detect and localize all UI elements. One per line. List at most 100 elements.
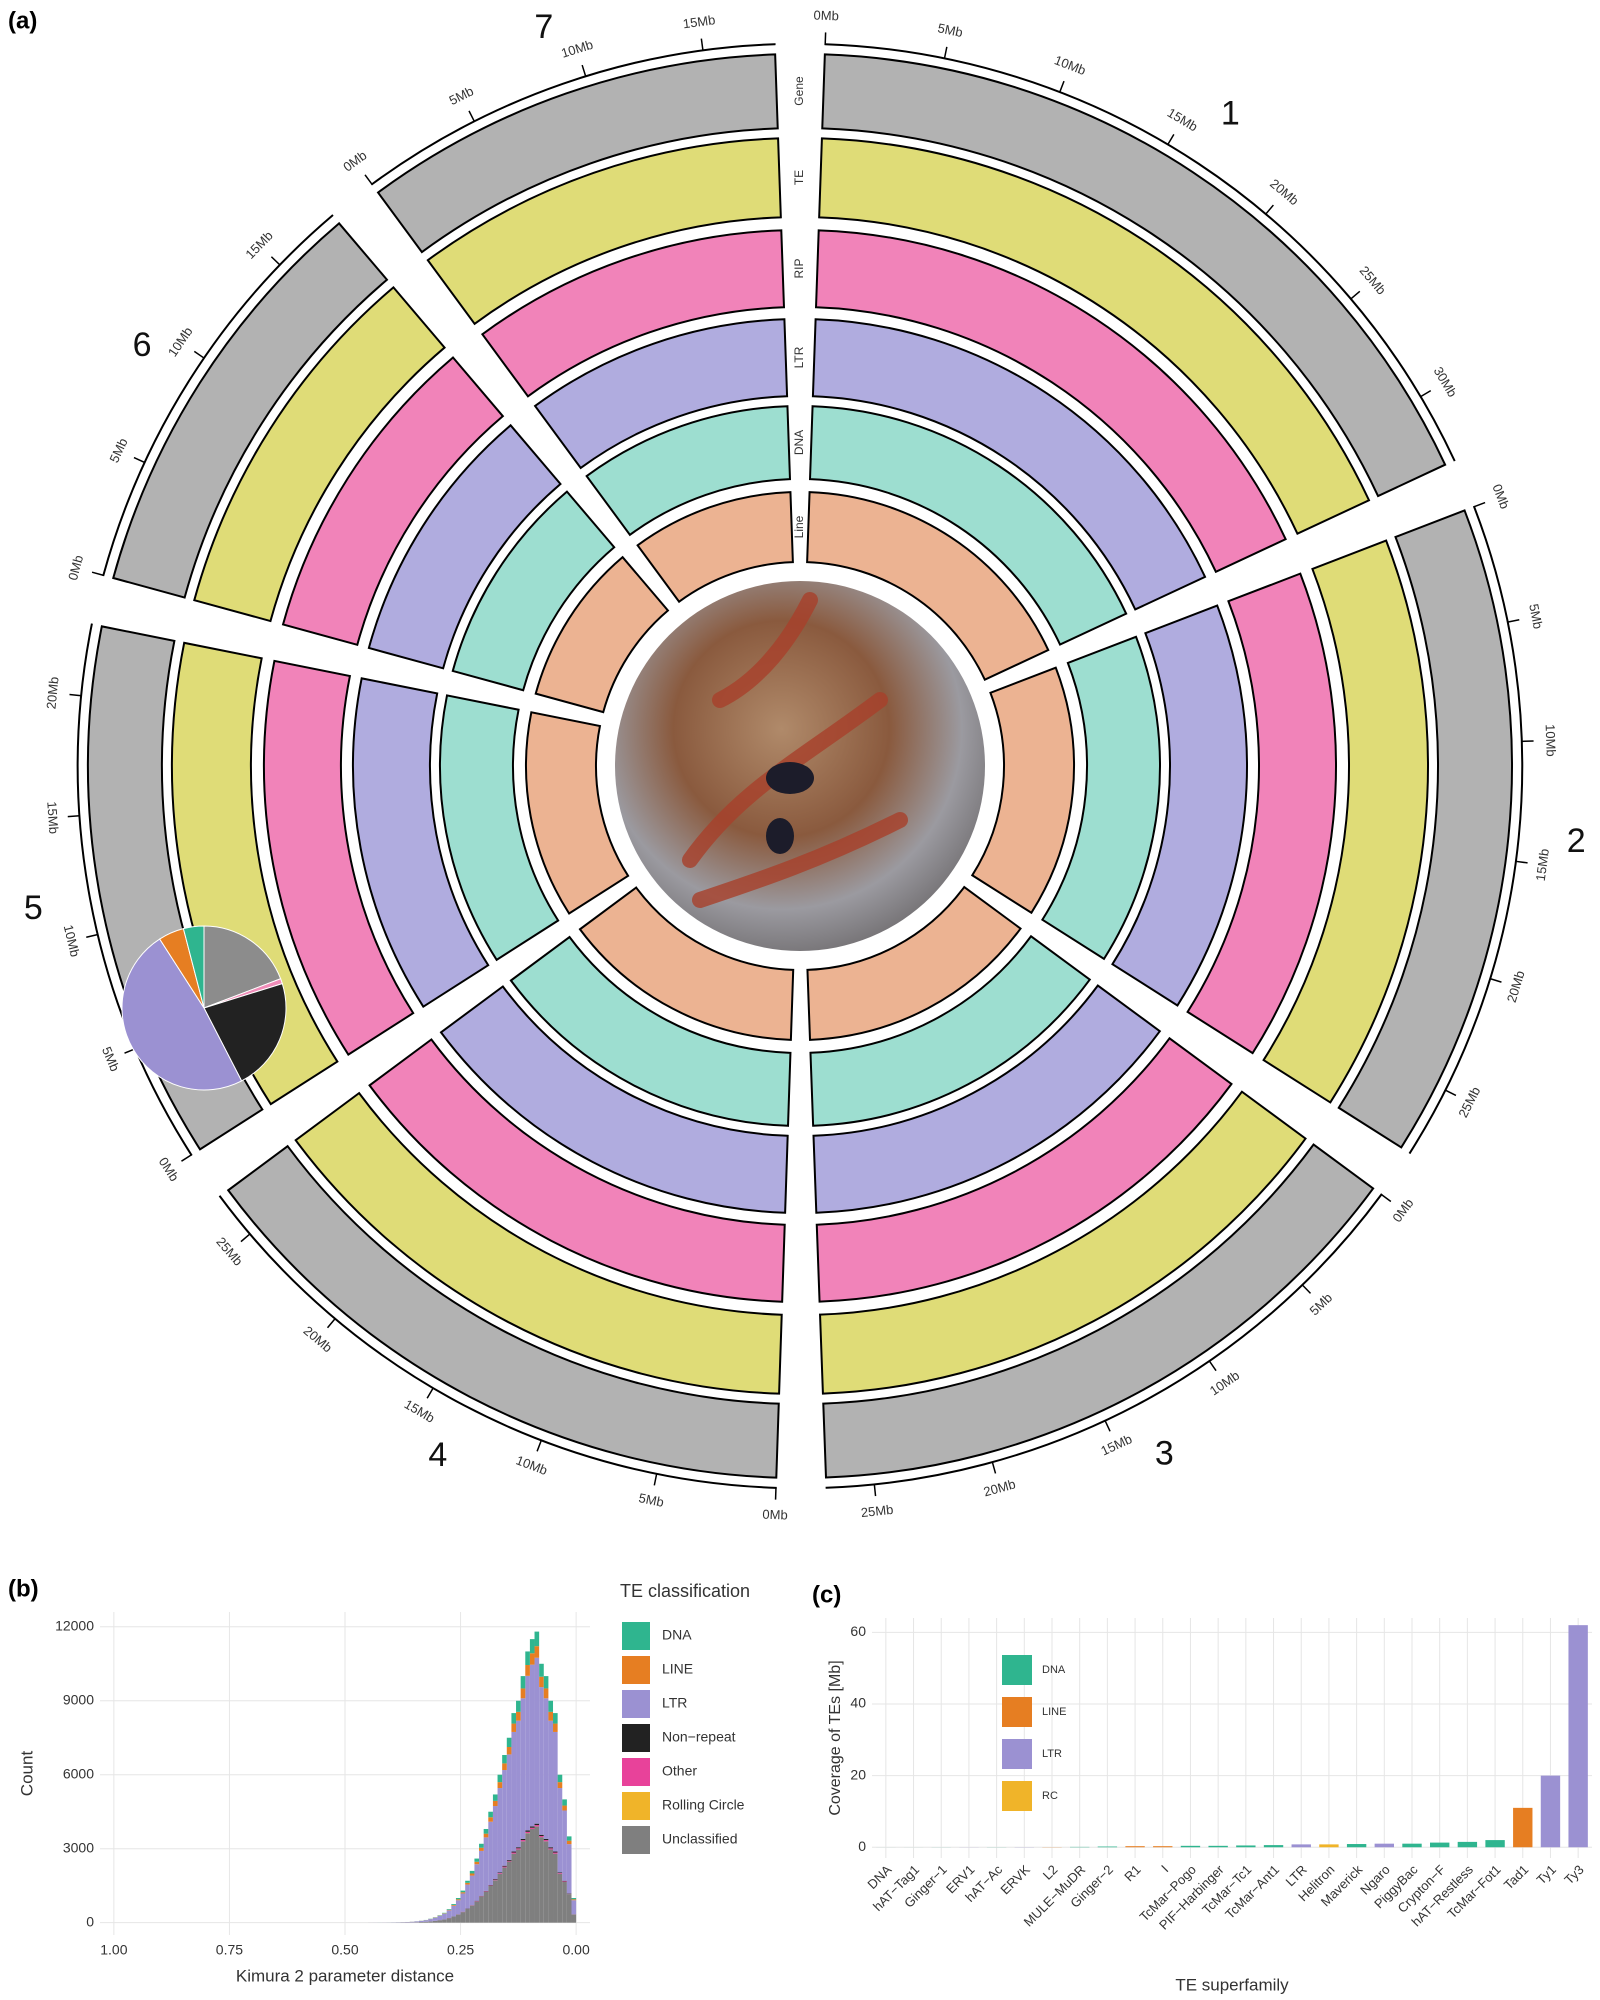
tick [581, 64, 587, 77]
histogram-bar [442, 1919, 447, 1923]
legend-label: Unclassified [662, 1831, 737, 1847]
histogram-bar [488, 1821, 493, 1886]
tick-label: 30Mb [1431, 364, 1461, 400]
histogram-bar [529, 1827, 535, 1829]
histogram-bar [511, 1731, 517, 1852]
histogram-bar [557, 1788, 563, 1873]
track-band [811, 318, 1207, 611]
bar [1568, 1625, 1588, 1848]
track-band [368, 1038, 786, 1303]
histogram-bar [502, 1755, 507, 1764]
tick-label: 15Mb [682, 12, 716, 31]
tick-label: 5Mb [637, 1490, 665, 1510]
histogram-bar [442, 1913, 447, 1920]
histogram-bar [446, 1918, 452, 1923]
histogram-bar [497, 1774, 503, 1783]
histogram-bar [534, 1823, 540, 1826]
legend-label: LTR [662, 1695, 687, 1711]
histogram-bar [548, 1711, 554, 1721]
histogram-bar [455, 1898, 461, 1900]
tick [943, 46, 948, 59]
histogram-bar [557, 1873, 563, 1923]
tick [1058, 80, 1065, 93]
tick-label: 5Mb [1307, 1290, 1336, 1318]
histogram-bar [506, 1746, 512, 1755]
histogram-bar [543, 1676, 549, 1689]
track-band [193, 285, 446, 623]
tick-label: 15Mb [1533, 848, 1552, 882]
histogram-bar [492, 1879, 498, 1881]
track-band [376, 53, 779, 254]
x-tick-label: I [1158, 1862, 1171, 1875]
track-band [226, 1144, 780, 1479]
legend-label: LINE [1042, 1706, 1066, 1718]
histogram-bar [483, 1828, 489, 1834]
track-band [1111, 604, 1248, 1007]
histogram-bar [539, 1837, 544, 1923]
histogram-bar [529, 1826, 535, 1828]
histogram-bar [557, 1872, 563, 1874]
chromosome-axis [824, 43, 1456, 462]
track-band [585, 405, 792, 537]
tick [1489, 977, 1502, 983]
histogram-bar [511, 1852, 517, 1854]
histogram-bar [474, 1858, 480, 1862]
chromosome-label: 6 [133, 326, 152, 364]
pie-slice [203, 983, 287, 1082]
bar [1346, 1844, 1367, 1848]
histogram-bar [492, 1880, 498, 1923]
track-band [480, 229, 786, 398]
chromosome-label: 4 [428, 1436, 447, 1474]
x-tick-label: 0.25 [447, 1942, 474, 1958]
tick-label: 10Mb [559, 37, 595, 61]
x-axis-title: TE superfamily [1175, 1975, 1289, 1994]
tick-label: 10Mb [1052, 52, 1088, 78]
histogram-bar [502, 1867, 507, 1923]
histogram-bar [553, 1853, 558, 1923]
y-axis-title: Coverage of TEs [Mb] [827, 1660, 844, 1815]
histogram-bar [543, 1841, 549, 1923]
histogram-bar [460, 1890, 466, 1893]
track-band [970, 666, 1075, 915]
track-label: Gene [792, 76, 806, 106]
legend-swatch [622, 1724, 650, 1752]
histogram-bar [465, 1908, 470, 1923]
tick [1507, 619, 1520, 623]
histogram-bar [428, 1921, 433, 1923]
track-band [426, 137, 782, 326]
histogram-bar [502, 1865, 507, 1867]
tick [91, 571, 104, 577]
bar [1291, 1844, 1311, 1848]
tick [1167, 133, 1175, 146]
tick [326, 1318, 336, 1329]
pie-slice [182, 925, 205, 1009]
tick-label: 0Mb [340, 148, 369, 175]
histogram-bar [474, 1861, 480, 1865]
histogram-bar [543, 1838, 549, 1841]
histogram-bar [525, 1831, 530, 1834]
track-band [509, 935, 792, 1127]
legend-swatch [1002, 1655, 1032, 1685]
track-band [281, 356, 505, 647]
bar [1485, 1840, 1505, 1848]
track-band [367, 423, 562, 670]
histogram-bar [428, 1919, 433, 1922]
tick [1420, 389, 1432, 398]
histogram-bar [479, 1847, 484, 1851]
y-tick-label: 6000 [63, 1765, 94, 1781]
histogram-bar [543, 1688, 549, 1699]
histogram-bar [520, 1676, 526, 1689]
bar [1402, 1843, 1422, 1848]
photo-detail [766, 818, 794, 854]
legend-title: TE classification [620, 1581, 750, 1601]
chromosome-axis [370, 43, 776, 186]
histogram-bar [566, 1840, 572, 1845]
bar [1319, 1844, 1339, 1848]
pie-slice [121, 938, 243, 1091]
histogram-bar [562, 1881, 567, 1882]
histogram-bar [479, 1843, 484, 1848]
tick-label: 20Mb [982, 1476, 1017, 1499]
legend-label: Non−repeat [662, 1729, 736, 1745]
histogram-bar [414, 1921, 419, 1923]
